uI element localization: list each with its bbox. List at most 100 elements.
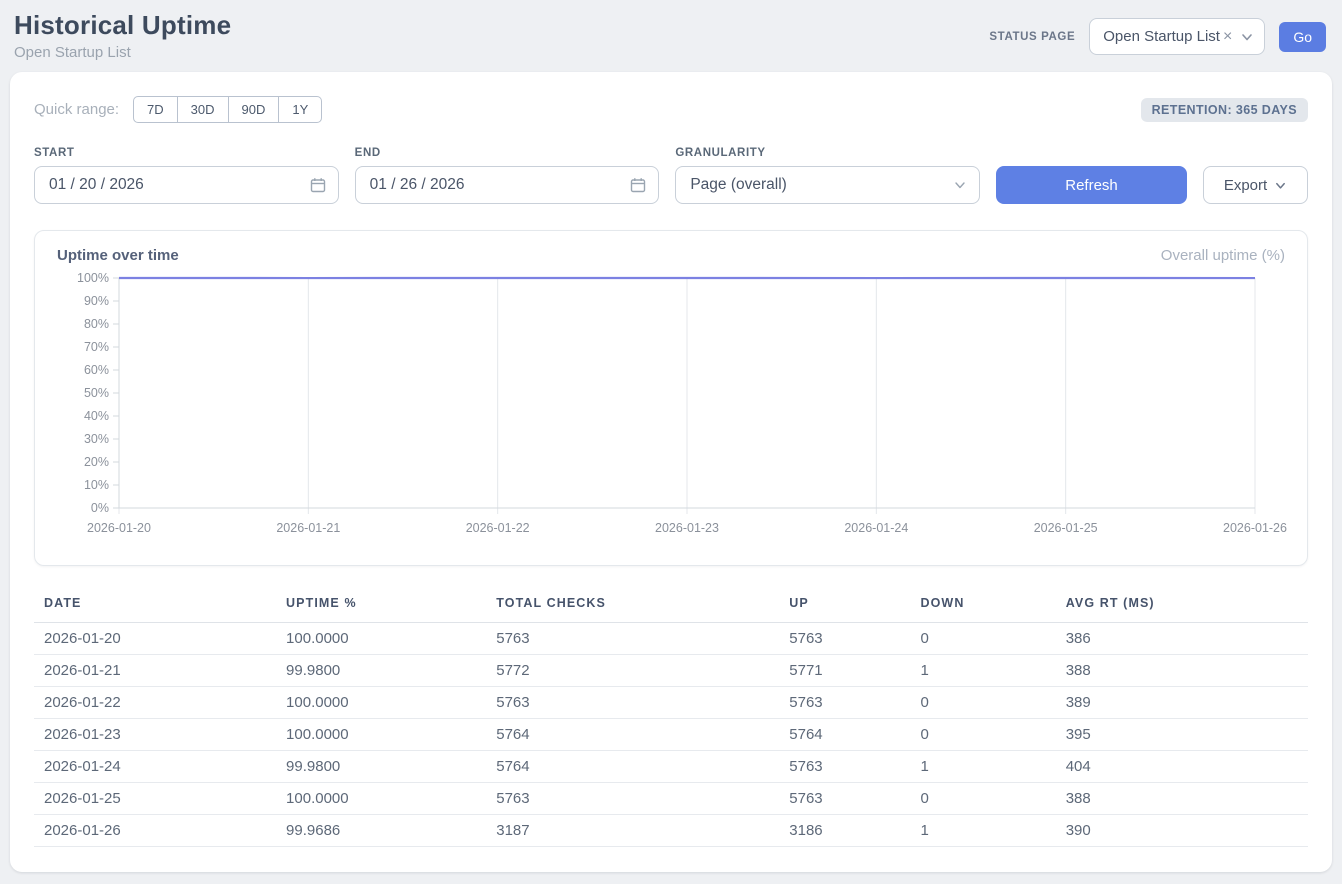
end-date-value: 01 / 26 / 2026 — [370, 176, 465, 194]
table-row: 2026-01-25100.0000576357630388 — [34, 783, 1308, 815]
svg-text:90%: 90% — [84, 294, 109, 308]
status-page-select[interactable]: Open Startup List × — [1089, 18, 1265, 55]
table-cell: 3186 — [779, 815, 910, 847]
svg-text:2026-01-26: 2026-01-26 — [1223, 521, 1287, 535]
granularity-label: GRANULARITY — [675, 147, 980, 159]
column-header: TOTAL CHECKS — [486, 592, 779, 623]
chart-header: Uptime over time Overall uptime (%) — [55, 247, 1287, 264]
uptime-chart-card: Uptime over time Overall uptime (%) 2026… — [34, 230, 1308, 566]
table-cell: 5771 — [779, 655, 910, 687]
quick-range-row: Quick range: 7D30D90D1Y RETENTION: 365 D… — [34, 96, 1308, 123]
svg-text:2026-01-23: 2026-01-23 — [655, 521, 719, 535]
page-subtitle: Open Startup List — [14, 44, 231, 61]
table-cell: 5763 — [486, 687, 779, 719]
quick-range-90d-button[interactable]: 90D — [229, 96, 280, 123]
quick-range-1y-button[interactable]: 1Y — [279, 96, 322, 123]
granularity-value: Page (overall) — [690, 176, 787, 194]
table-cell: 2026-01-24 — [34, 751, 276, 783]
table-cell: 1 — [910, 751, 1055, 783]
table-cell: 2026-01-25 — [34, 783, 276, 815]
table-row: 2026-01-2199.9800577257711388 — [34, 655, 1308, 687]
table-cell: 388 — [1056, 783, 1308, 815]
table-cell: 2026-01-23 — [34, 719, 276, 751]
chevron-down-icon — [1240, 30, 1254, 44]
calendar-icon[interactable] — [630, 177, 646, 193]
table-cell: 99.9800 — [276, 655, 486, 687]
granularity-select[interactable]: Page (overall) — [675, 166, 980, 204]
table-cell: 99.9800 — [276, 751, 486, 783]
table-cell: 2026-01-22 — [34, 687, 276, 719]
granularity-field-wrap: GRANULARITY Page (overall) — [675, 147, 980, 204]
table-cell: 5763 — [779, 687, 910, 719]
svg-text:70%: 70% — [84, 340, 109, 354]
svg-text:20%: 20% — [84, 455, 109, 469]
filter-form-row: START 01 / 20 / 2026 END 01 / 26 / 2026 … — [34, 147, 1308, 204]
table-cell: 0 — [910, 623, 1055, 655]
table-cell: 390 — [1056, 815, 1308, 847]
svg-text:10%: 10% — [84, 478, 109, 492]
chevron-down-icon — [1274, 179, 1287, 192]
clear-selection-icon[interactable]: × — [1223, 28, 1232, 46]
svg-text:80%: 80% — [84, 317, 109, 331]
chevron-down-icon — [953, 178, 967, 192]
start-date-input[interactable]: 01 / 20 / 2026 — [34, 166, 339, 204]
quick-range-label: Quick range: — [34, 101, 119, 118]
table-cell: 5772 — [486, 655, 779, 687]
status-page-select-value: Open Startup List — [1103, 28, 1220, 45]
table-cell: 388 — [1056, 655, 1308, 687]
table-cell: 404 — [1056, 751, 1308, 783]
svg-text:2026-01-25: 2026-01-25 — [1034, 521, 1098, 535]
table-cell: 5763 — [779, 783, 910, 815]
svg-text:60%: 60% — [84, 363, 109, 377]
column-header: DATE — [34, 592, 276, 623]
calendar-icon[interactable] — [310, 177, 326, 193]
end-date-input[interactable]: 01 / 26 / 2026 — [355, 166, 660, 204]
start-date-value: 01 / 20 / 2026 — [49, 176, 144, 194]
table-cell: 0 — [910, 687, 1055, 719]
svg-text:2026-01-21: 2026-01-21 — [276, 521, 340, 535]
chart-legend: Overall uptime (%) — [1161, 247, 1285, 264]
retention-badge: RETENTION: 365 DAYS — [1141, 98, 1308, 122]
column-header: DOWN — [910, 592, 1055, 623]
table-cell: 3187 — [486, 815, 779, 847]
table-cell: 100.0000 — [276, 783, 486, 815]
table-cell: 100.0000 — [276, 623, 486, 655]
table-row: 2026-01-22100.0000576357630389 — [34, 687, 1308, 719]
header-right: STATUS PAGE Open Startup List × Go — [989, 18, 1326, 55]
refresh-button[interactable]: Refresh — [996, 166, 1187, 204]
header-titles: Historical Uptime Open Startup List — [14, 10, 231, 61]
table-row: 2026-01-2699.9686318731861390 — [34, 815, 1308, 847]
table-cell: 99.9686 — [276, 815, 486, 847]
table-cell: 389 — [1056, 687, 1308, 719]
table-cell: 1 — [910, 815, 1055, 847]
table-cell: 100.0000 — [276, 687, 486, 719]
quick-range-30d-button[interactable]: 30D — [178, 96, 229, 123]
svg-text:30%: 30% — [84, 432, 109, 446]
svg-text:2026-01-24: 2026-01-24 — [844, 521, 908, 535]
table-cell: 2026-01-26 — [34, 815, 276, 847]
table-cell: 386 — [1056, 623, 1308, 655]
uptime-table: DATEUPTIME %TOTAL CHECKSUPDOWNAVG RT (MS… — [34, 592, 1308, 847]
main-card: Quick range: 7D30D90D1Y RETENTION: 365 D… — [10, 72, 1332, 872]
table-cell: 0 — [910, 719, 1055, 751]
quick-range-7d-button[interactable]: 7D — [133, 96, 178, 123]
table-cell: 0 — [910, 783, 1055, 815]
go-button[interactable]: Go — [1279, 22, 1326, 52]
uptime-line-chart: 2026-01-202026-01-212026-01-222026-01-23… — [55, 268, 1287, 550]
table-cell: 5764 — [486, 719, 779, 751]
svg-text:2026-01-22: 2026-01-22 — [466, 521, 530, 535]
uptime-table-body: 2026-01-20100.00005763576303862026-01-21… — [34, 623, 1308, 847]
table-cell: 1 — [910, 655, 1055, 687]
table-cell: 5763 — [779, 623, 910, 655]
svg-text:50%: 50% — [84, 386, 109, 400]
export-button[interactable]: Export — [1203, 166, 1308, 204]
svg-text:100%: 100% — [77, 271, 109, 285]
table-cell: 100.0000 — [276, 719, 486, 751]
export-button-label: Export — [1224, 177, 1267, 194]
table-cell: 395 — [1056, 719, 1308, 751]
svg-text:0%: 0% — [91, 501, 109, 515]
start-date-field-wrap: START 01 / 20 / 2026 — [34, 147, 339, 204]
table-cell: 5763 — [486, 783, 779, 815]
table-cell: 5764 — [486, 751, 779, 783]
column-header: UP — [779, 592, 910, 623]
